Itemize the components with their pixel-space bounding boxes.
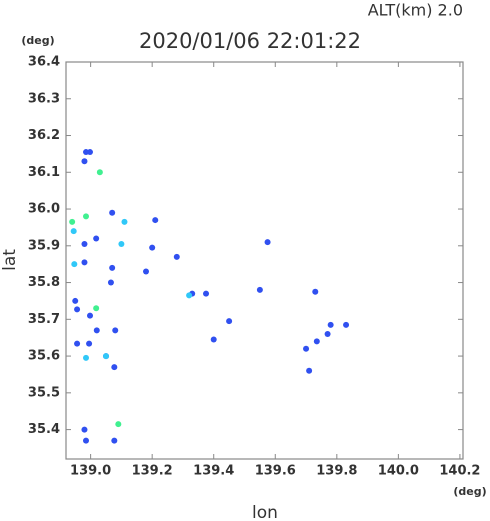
echo-point	[112, 327, 119, 334]
x-tick-label: 139.6	[255, 464, 296, 479]
echo-point	[306, 367, 313, 374]
echo-point	[81, 158, 88, 165]
x-unit: (deg)	[453, 485, 486, 498]
x-tick-label: 139.0	[70, 464, 111, 479]
y-tick-label: 35.5	[28, 385, 60, 400]
echo-point	[203, 290, 210, 297]
echo-point	[81, 259, 88, 266]
echo-point	[226, 318, 233, 325]
y-tick-label: 36.2	[28, 128, 60, 143]
echo-point	[115, 421, 122, 428]
y-unit: (deg)	[21, 34, 54, 47]
y-tick-label: 36.1	[28, 165, 60, 180]
x-axis-label: lon	[252, 503, 278, 521]
echo-point	[96, 169, 103, 176]
echo-point	[69, 218, 76, 225]
echo-point	[109, 264, 116, 271]
y-tick-label: 36.4	[28, 55, 60, 70]
x-tick-label: 139.2	[132, 464, 173, 479]
echo-point	[93, 305, 100, 312]
echo-point	[111, 364, 118, 371]
echo-point	[109, 209, 116, 216]
echo-point	[256, 286, 263, 293]
x-tick-label: 140.0	[378, 464, 419, 479]
altitude: ALT(km) 2.0	[368, 1, 463, 20]
echo-point	[72, 297, 79, 304]
plot-frame	[65, 61, 464, 460]
echo-point	[343, 321, 350, 328]
echo-point	[93, 327, 100, 334]
echo-point	[324, 331, 331, 338]
echo-point	[107, 279, 114, 286]
echo-point	[86, 340, 93, 347]
echo-point	[74, 340, 81, 347]
echo-point	[81, 240, 88, 247]
echo-point	[87, 149, 94, 156]
echo-point	[143, 268, 150, 275]
echo-point	[149, 244, 156, 251]
chart-title: 2020/01/06 22:01:22	[139, 29, 361, 53]
y-tick-label: 35.6	[28, 349, 60, 364]
y-tick-label: 35.4	[28, 422, 60, 437]
echo-point	[186, 292, 193, 299]
echo-point	[210, 336, 217, 343]
y-tick-label: 35.9	[28, 238, 60, 253]
y-tick-label: 35.7	[28, 312, 60, 327]
echo-point	[83, 354, 90, 361]
echo-point	[312, 288, 319, 295]
echo-point	[93, 235, 100, 242]
echo-point	[83, 437, 90, 444]
y-tick-label: 36.0	[28, 202, 60, 217]
echo-point	[70, 228, 77, 235]
echo-point	[173, 253, 180, 260]
x-tick-label: 139.8	[316, 464, 357, 479]
echo-point	[264, 239, 271, 246]
echo-point	[87, 312, 94, 319]
echo-point	[83, 213, 90, 220]
echo-point	[152, 217, 159, 224]
y-tick-label: 35.8	[28, 275, 60, 290]
echo-point	[103, 353, 110, 360]
x-tick-label: 139.4	[193, 464, 234, 479]
echo-point	[81, 426, 88, 433]
y-axis-label: lat	[0, 249, 20, 271]
echo-point	[327, 321, 334, 328]
x-tick-label: 140.2	[439, 464, 480, 479]
echo-point	[313, 338, 320, 345]
echo-point	[118, 240, 125, 247]
y-tick-label: 36.3	[28, 91, 60, 106]
echo-point	[111, 437, 118, 444]
echo-point	[303, 345, 310, 352]
echo-point	[74, 306, 81, 313]
echo-point	[71, 261, 78, 268]
echo-point	[121, 218, 128, 225]
